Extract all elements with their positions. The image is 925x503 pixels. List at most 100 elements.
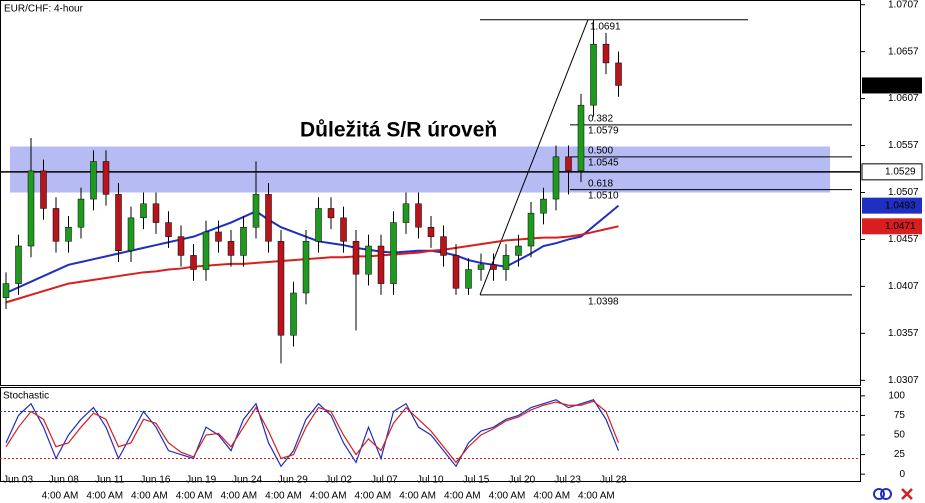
close-icon	[901, 488, 913, 500]
candle-body	[490, 264, 497, 270]
candle-body	[127, 217, 135, 251]
x-time-label: 4:00 AM	[176, 491, 213, 502]
fib-price-label: 1.0545	[588, 157, 619, 168]
x-time-label: 4:00 AM	[310, 491, 347, 502]
candle-body	[327, 208, 335, 219]
candle-body	[2, 283, 10, 298]
candle-body	[277, 241, 285, 336]
link-icon	[873, 488, 885, 500]
x-date-label: Jul 02	[325, 475, 352, 486]
candle-body	[590, 43, 597, 106]
fib-ratio-label: 0.618	[588, 178, 613, 189]
candle-body	[477, 264, 485, 270]
x-date-label: Jun 08	[49, 475, 79, 486]
x-date-label: Jul 20	[508, 475, 535, 486]
candle-body	[140, 203, 147, 219]
candle-body	[602, 43, 610, 64]
price-marker	[862, 218, 922, 235]
y-tick-label: 1.0557	[888, 140, 919, 151]
footer-icons	[873, 488, 913, 500]
candle-body	[227, 241, 235, 256]
fib-price-label: 1.0510	[588, 190, 619, 201]
candle-body	[552, 156, 560, 200]
link-icon	[880, 488, 892, 500]
fib-ratio-label: 0.382	[588, 114, 613, 125]
candle-body	[152, 203, 160, 223]
price-marker-label: 1.0621	[885, 80, 916, 91]
x-time-label: 4:00 AM	[86, 491, 123, 502]
x-date-label: Jun 03	[3, 475, 33, 486]
candle-body	[415, 203, 422, 228]
stochastic-line	[5, 400, 620, 464]
candle-body	[315, 208, 322, 242]
y-tick-label: 1.0357	[888, 328, 919, 339]
swing-low-label: 1.0398	[588, 296, 619, 307]
candle-body	[15, 245, 22, 284]
candle-body	[377, 245, 385, 284]
candle-body	[215, 231, 222, 242]
candle-body	[565, 156, 572, 172]
x-time-label: 4:00 AM	[578, 491, 615, 502]
x-time-label: 4:00 AM	[220, 491, 257, 502]
x-time-label: 4:00 AM	[265, 491, 302, 502]
candle-body	[40, 170, 47, 209]
x-date-label: Jun 11	[95, 475, 125, 486]
x-date-label: Jun 16	[140, 475, 170, 486]
x-time-label: 4:00 AM	[42, 491, 79, 502]
y-tick-label: 75	[894, 410, 906, 421]
candle-body	[102, 161, 110, 195]
x-date-label: Jul 23	[554, 475, 581, 486]
candle-body	[340, 217, 347, 242]
panel-title: Stochastic	[3, 391, 49, 402]
x-time-label: 4:00 AM	[533, 491, 570, 502]
swing-high-label: 1.0691	[590, 21, 621, 32]
fib-trend	[479, 19, 589, 296]
x-date-label: Jun 19	[186, 475, 216, 486]
candle-body	[265, 194, 272, 242]
x-date-label: Jun 24	[232, 475, 262, 486]
y-tick-label: 1.0507	[888, 187, 919, 198]
candle-body	[502, 255, 510, 270]
candle-body	[202, 231, 210, 270]
y-tick-label: 100	[888, 390, 905, 401]
price-marker-label: 1.0471	[885, 221, 916, 232]
candle-body	[365, 245, 372, 275]
chart-title: EUR/CHF: 4-hour	[4, 4, 84, 15]
candle-body	[115, 194, 122, 251]
candle-body	[440, 236, 447, 256]
y-tick-label: 1.0607	[888, 93, 919, 104]
fib-ratio-label: 0.500	[588, 145, 613, 156]
price-marker	[862, 77, 922, 94]
moving-average	[5, 204, 620, 294]
moving-average	[5, 225, 619, 304]
y-tick-label: 1.0407	[888, 281, 919, 292]
x-date-label: Jul 07	[371, 475, 398, 486]
candle-body	[77, 198, 85, 228]
candle-body	[390, 222, 397, 284]
x-time-label: 4:00 AM	[131, 491, 168, 502]
candle-body	[615, 62, 622, 86]
candle-body	[452, 255, 460, 289]
x-date-label: Jun 29	[278, 475, 308, 486]
candle-body	[577, 104, 585, 172]
candle-body	[177, 236, 185, 256]
x-date-label: Jul 28	[600, 475, 627, 486]
y-tick-label: 1.0307	[888, 375, 919, 386]
x-time-label: 4:00 AM	[444, 491, 481, 502]
x-time-label: 4:00 AM	[355, 491, 392, 502]
price-marker-label: 1.0493	[885, 200, 916, 211]
candle-body	[90, 161, 97, 200]
candle-body	[352, 241, 360, 275]
price-marker	[862, 197, 922, 214]
candle-body	[302, 241, 310, 294]
candle-body	[540, 198, 547, 214]
x-time-label: 4:00 AM	[399, 491, 436, 502]
x-time-label: 4:00 AM	[489, 491, 526, 502]
candle-body	[290, 292, 297, 336]
candle-body	[65, 226, 72, 242]
stochastic-line	[5, 399, 620, 468]
candle-body	[252, 194, 260, 228]
sr-zone	[10, 146, 830, 193]
candle-body	[190, 255, 197, 270]
